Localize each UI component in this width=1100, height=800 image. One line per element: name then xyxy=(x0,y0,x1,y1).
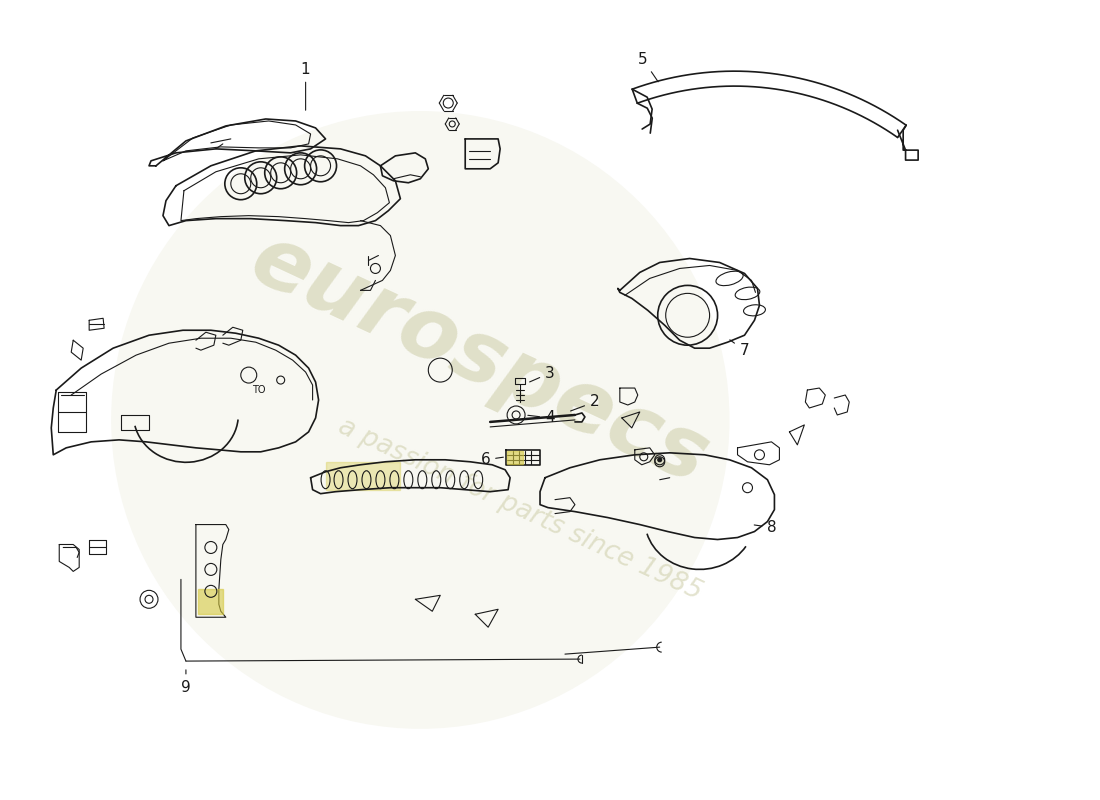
Text: eurospecs: eurospecs xyxy=(239,218,722,502)
Text: 7: 7 xyxy=(729,340,749,358)
Text: 9: 9 xyxy=(182,670,190,694)
Text: a passion for parts since 1985: a passion for parts since 1985 xyxy=(334,414,706,606)
Text: 4: 4 xyxy=(528,410,554,426)
Text: 6: 6 xyxy=(481,452,504,467)
Polygon shape xyxy=(326,462,400,490)
Polygon shape xyxy=(198,590,223,614)
Text: 1: 1 xyxy=(300,62,310,110)
Text: 8: 8 xyxy=(755,520,777,535)
Text: 5: 5 xyxy=(638,52,658,82)
Polygon shape xyxy=(507,451,524,464)
Text: 2: 2 xyxy=(571,394,600,411)
Circle shape xyxy=(111,111,729,729)
Circle shape xyxy=(658,458,662,462)
Text: 3: 3 xyxy=(529,366,554,382)
Text: TO: TO xyxy=(252,385,265,395)
